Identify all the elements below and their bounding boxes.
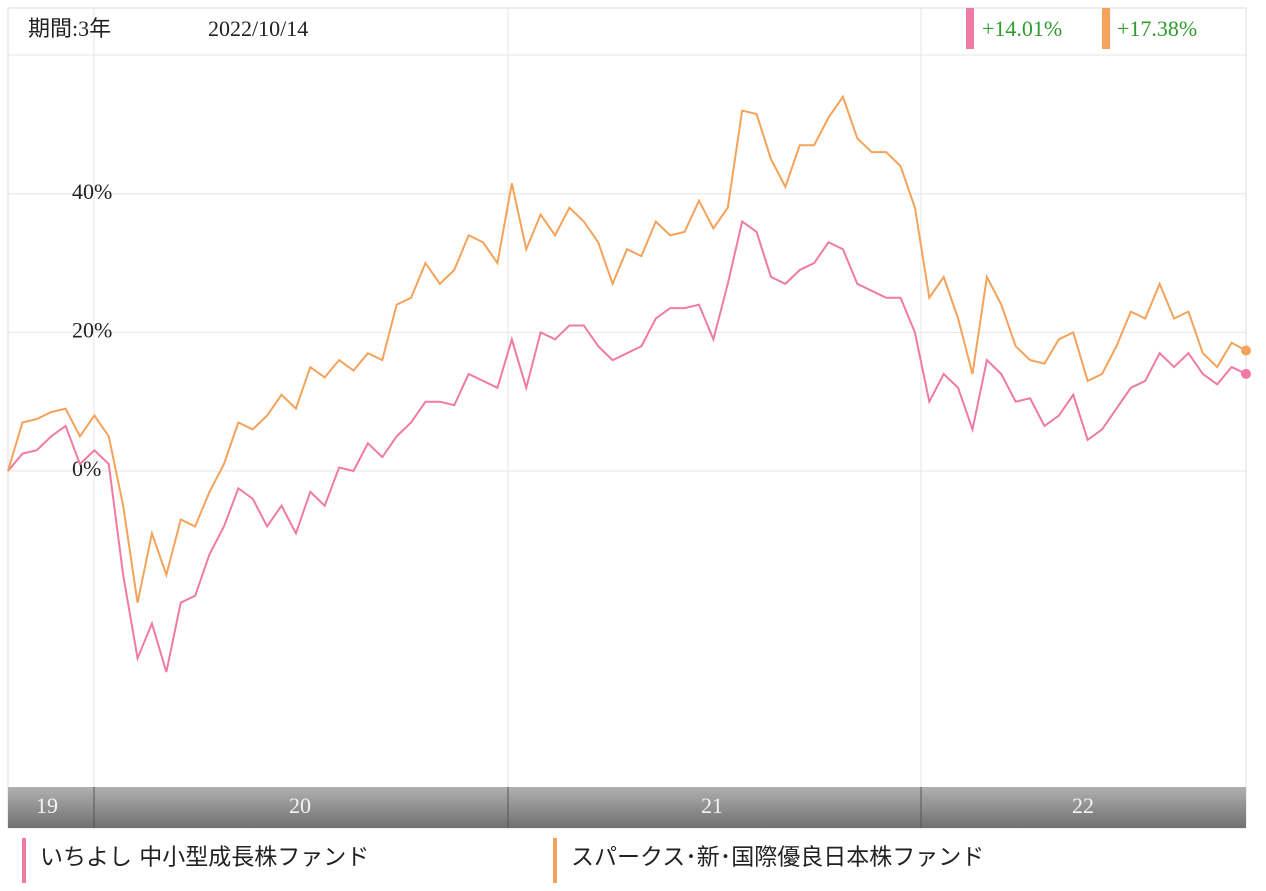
end-dot bbox=[1241, 345, 1251, 356]
plot-frame bbox=[7, 7, 1247, 829]
series-line bbox=[7, 219, 1247, 673]
change: +17.38% bbox=[1117, 16, 1197, 41]
badge-marker bbox=[966, 8, 974, 49]
change: +14.01% bbox=[982, 16, 1062, 41]
y-tick-label: 40% bbox=[72, 179, 112, 204]
x-band-label: 21 bbox=[701, 793, 723, 818]
end-dot bbox=[1241, 368, 1251, 379]
period: 期間:3年 bbox=[28, 16, 111, 41]
legend-label: スパークス･新･国際優良日本株ファンド bbox=[571, 845, 984, 871]
y-tick-label: 0% bbox=[72, 456, 101, 481]
series-line bbox=[7, 94, 1247, 603]
x-band bbox=[8, 787, 1246, 828]
x-band-label: 20 bbox=[289, 793, 311, 818]
legend-swatch bbox=[553, 838, 557, 883]
x-band-label: 19 bbox=[36, 793, 58, 818]
badge-marker bbox=[1102, 8, 1110, 49]
y-tick-label: 20% bbox=[72, 317, 112, 342]
x-band-label: 22 bbox=[1072, 793, 1094, 818]
date: 2022/10/14 bbox=[208, 16, 308, 41]
legend-swatch bbox=[22, 838, 26, 883]
legend-label: いちよし 中小型成長株ファンド bbox=[40, 845, 369, 871]
